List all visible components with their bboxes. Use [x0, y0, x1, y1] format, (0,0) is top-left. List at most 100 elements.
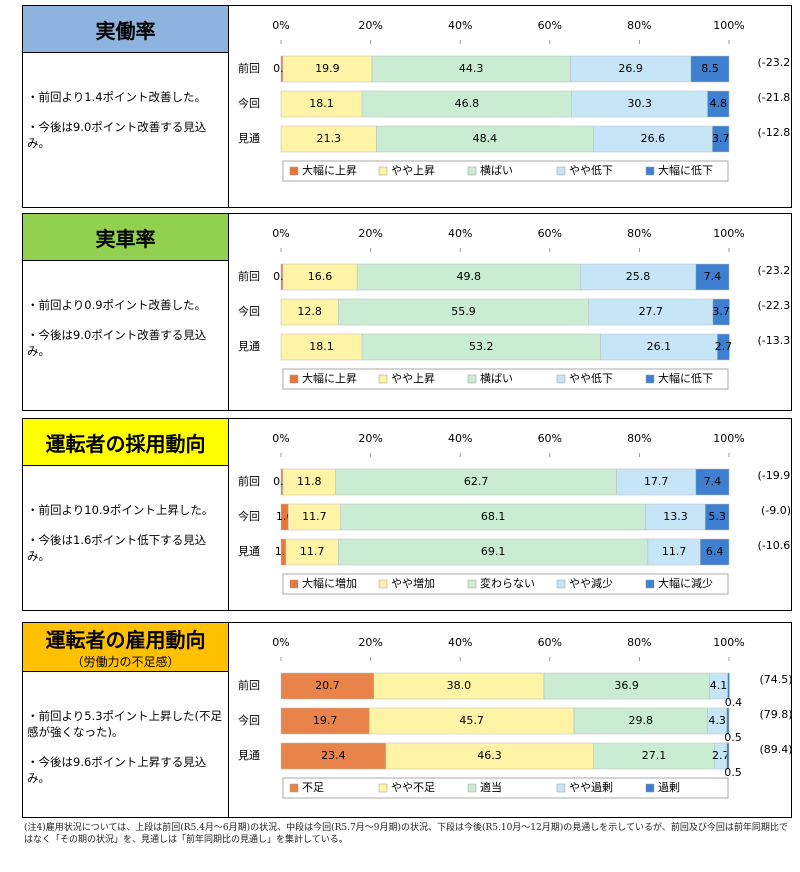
- category-label: 見通: [238, 545, 260, 558]
- x-tick-label: 80%: [627, 636, 651, 649]
- data-label: 19.7: [313, 714, 338, 727]
- bar-segment: [280, 125, 377, 153]
- di-label: (-23.2): [757, 56, 791, 69]
- data-label: 45.7: [459, 714, 484, 727]
- x-tick-label: 20%: [358, 432, 382, 445]
- x-tick-label: 80%: [627, 432, 651, 445]
- data-label: 11.7: [662, 545, 687, 558]
- data-label: 3.7: [712, 305, 730, 318]
- legend-box: [282, 160, 729, 182]
- comment: ・前回より0.9ポイント改善した。: [27, 298, 207, 312]
- x-tick-label: 60%: [538, 432, 562, 445]
- x-tick-label: 40%: [448, 227, 472, 240]
- legend-box: [282, 777, 729, 799]
- data-label: 26.1: [647, 340, 672, 353]
- panel-header: 実車率: [23, 214, 228, 261]
- x-tick-label: 60%: [538, 636, 562, 649]
- x-tick-label: 0%: [272, 432, 289, 445]
- panel-title: 実働率: [95, 18, 156, 43]
- comment-box: ・前回より5.3ポイント上昇した(不足感が強くなった)。 ・今後は9.6ポイント上…: [23, 672, 228, 786]
- bar-segment: [282, 263, 358, 291]
- x-tick-label: 80%: [627, 19, 651, 32]
- data-label: 18.1: [309, 340, 334, 353]
- data-label: 18.1: [309, 97, 334, 110]
- legend-swatch: [289, 579, 299, 589]
- data-label: 8.5: [701, 62, 719, 75]
- legend-label: やや増加: [391, 577, 435, 590]
- legend-label: やや上昇: [391, 372, 435, 385]
- bar-segment: [695, 263, 730, 291]
- comment-box: ・前回より0.9ポイント改善した。 ・今後は9.0ポイント改善する見込み。: [23, 261, 228, 359]
- di-label: (89.4): [759, 743, 791, 756]
- legend-label: 過剰: [658, 781, 680, 794]
- di-label: (-13.3): [757, 334, 791, 347]
- chart: 0% 20% 40% 60% 80% 100% 前回 20.7 38.0 36.9 4.1 0.4 (7…: [238, 636, 791, 799]
- bar-segment: [371, 55, 571, 83]
- data-label: 49.8: [456, 270, 481, 283]
- legend-label: やや過剰: [569, 781, 613, 794]
- bar-segment: [712, 125, 730, 153]
- legend-swatch: [645, 579, 655, 589]
- x-tick-label: 0%: [272, 636, 289, 649]
- bar-segment: [588, 298, 714, 326]
- legend-swatch: [645, 374, 655, 384]
- panel-header: 実働率: [23, 6, 228, 53]
- bar-segment: [647, 538, 701, 566]
- bar-segment: [573, 707, 708, 735]
- data-label: 11.7: [300, 545, 325, 558]
- bar-segment: [356, 263, 581, 291]
- data-label: 29.8: [628, 714, 653, 727]
- bar-segment: [373, 672, 545, 700]
- data-label: 0.5: [724, 766, 742, 779]
- legend-label: 変わらない: [480, 576, 535, 590]
- di-label: (74.5): [759, 673, 791, 686]
- bar-segment: [280, 298, 339, 326]
- comment: ・前回より5.3ポイント上昇した(不足感が強くなった)。: [27, 709, 223, 739]
- data-label: 4.1: [710, 679, 728, 692]
- bar-segment: [712, 298, 730, 326]
- side-column: 実働率 ・前回より1.4ポイント改善した。 ・今後は9.0ポイント改善する見込み。: [23, 6, 229, 207]
- data-label: 46.8: [455, 97, 480, 110]
- x-tick-label: 40%: [448, 19, 472, 32]
- legend-label: 適当: [480, 780, 502, 794]
- data-label: 21.3: [316, 132, 341, 145]
- data-label: 4.8: [709, 97, 727, 110]
- panel: 運転者の雇用動向 （労働力の不足感） ・前回より5.3ポイント上昇した(不足感が強く…: [22, 622, 792, 818]
- legend-swatch: [378, 166, 388, 176]
- bar-segment: [593, 742, 715, 770]
- data-label: 68.1: [481, 510, 506, 523]
- data-label: 48.4: [473, 132, 498, 145]
- bar-segment: [726, 707, 730, 735]
- di-label: (-22.3): [757, 299, 791, 312]
- bar-segment: [705, 503, 730, 531]
- legend-swatch: [467, 579, 477, 589]
- category-label: 前回: [238, 678, 260, 692]
- category-label: 見通: [238, 749, 260, 762]
- data-label: 25.8: [626, 270, 651, 283]
- di-label: (-21.8): [757, 91, 791, 104]
- data-label: 19.9: [315, 62, 340, 75]
- di-label: (79.8): [759, 708, 791, 721]
- legend-label: 大幅に減少: [658, 576, 713, 590]
- di-label: (-23.2): [757, 264, 791, 277]
- data-label: 46.3: [477, 749, 502, 762]
- legend-label: 大幅に上昇: [302, 163, 357, 177]
- x-tick-label: 20%: [358, 636, 382, 649]
- data-label: 44.3: [459, 62, 484, 75]
- data-label: 69.1: [481, 545, 506, 558]
- panel-header: 運転者の雇用動向 （労働力の不足感）: [23, 623, 228, 672]
- legend-swatch: [378, 579, 388, 589]
- legend-swatch: [289, 374, 299, 384]
- legend-label: 大幅に増加: [302, 576, 357, 590]
- data-label: 23.4: [321, 749, 346, 762]
- panel-title: 運転者の雇用動向: [45, 628, 206, 652]
- x-tick-label: 0%: [272, 19, 289, 32]
- di-label: (-10.6): [757, 539, 791, 552]
- category-label: 今回: [238, 509, 260, 523]
- bar-segment: [287, 503, 341, 531]
- chart: 0% 20% 40% 60% 80% 100%前回 0.4 19.9 44.3 26.9 8.5 (-…: [238, 19, 791, 182]
- data-label: 30.3: [627, 97, 652, 110]
- legend-swatch: [556, 783, 566, 793]
- bar-segment: [700, 538, 730, 566]
